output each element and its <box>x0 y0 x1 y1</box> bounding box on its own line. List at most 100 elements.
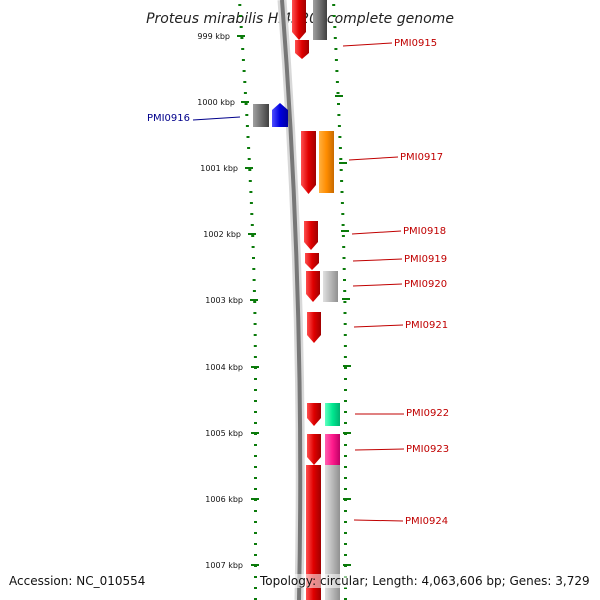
homolog-block[interactable] <box>325 434 340 465</box>
gene-arrow-pmi0921[interactable] <box>307 312 321 343</box>
ruler-dot <box>337 125 341 127</box>
kbp-tick-label: 1002 kbp <box>203 230 241 239</box>
gene-arrow-pmi0918[interactable] <box>304 221 318 250</box>
ruler-dot <box>343 290 347 292</box>
ruler-dot <box>344 532 347 534</box>
ruler-dot <box>254 543 257 545</box>
homolog-block[interactable] <box>325 403 340 426</box>
kbp-tick-label: 999 kbp <box>197 32 230 41</box>
homolog-block[interactable] <box>325 465 340 600</box>
ruler-dot <box>251 246 255 248</box>
ruler-dot <box>251 235 255 237</box>
kbp-tick: 1002 kbp <box>203 230 256 239</box>
kbp-tick-right <box>343 498 351 500</box>
ruler-dot <box>340 202 344 204</box>
ruler-dot <box>253 323 257 325</box>
kbp-tick: 999 kbp <box>197 32 245 41</box>
ruler-dot <box>343 323 347 325</box>
ruler-dot <box>254 576 257 578</box>
kbp-tick-right <box>343 432 351 434</box>
ruler-dot <box>343 279 346 281</box>
kbp-tick: 1005 kbp <box>205 429 259 438</box>
ruler-dot <box>340 180 344 182</box>
kbp-tick-right <box>343 365 351 367</box>
ruler-dot <box>341 235 345 237</box>
ruler-dot <box>344 378 347 380</box>
kbp-tick-label: 1004 kbp <box>205 363 243 372</box>
ruler-dot <box>248 180 252 182</box>
gene-label[interactable]: PMI0918 <box>403 226 446 237</box>
ruler-dot <box>254 455 257 457</box>
gene-label[interactable]: PMI0924 <box>405 516 448 527</box>
ruler-dot <box>344 389 347 391</box>
homolog-block[interactable] <box>253 104 269 127</box>
ruler-dot <box>254 444 257 446</box>
ruler-dot <box>343 301 347 303</box>
gene-arrow-pmi0919[interactable] <box>305 253 319 270</box>
ruler-dot <box>244 103 248 105</box>
kbp-tick-right <box>343 564 351 566</box>
ruler-dot <box>254 422 257 424</box>
ruler-dot <box>341 224 345 226</box>
ruler-dot <box>254 598 257 600</box>
ruler-dot <box>249 202 253 204</box>
homolog-block[interactable] <box>323 271 338 302</box>
gene-arrow-pmi0924[interactable] <box>306 465 321 600</box>
ruler-dot <box>254 466 257 468</box>
homolog-track <box>253 0 340 600</box>
ruler-dot <box>252 290 256 292</box>
ruler-dot <box>341 213 345 215</box>
gene-arrow-pmi0915b[interactable] <box>295 40 309 59</box>
gene-label[interactable]: PMI0922 <box>406 408 449 419</box>
ruler-dot <box>253 301 257 303</box>
ruler-dot <box>247 158 251 160</box>
ruler-dot <box>344 587 347 589</box>
ruler-dots <box>238 4 347 600</box>
gene-arrow-pmi0920[interactable] <box>306 271 320 302</box>
ruler-dot <box>252 257 255 259</box>
gene-arrow-pmi0917[interactable] <box>301 131 316 194</box>
ruler-dot <box>339 169 343 171</box>
homolog-block[interactable] <box>319 131 334 193</box>
ruler-dot <box>249 191 253 193</box>
ruler-dot <box>253 356 257 358</box>
gene-label[interactable]: PMI0919 <box>404 254 447 265</box>
gene-arrow-pmi0923[interactable] <box>307 434 321 465</box>
ruler-dot <box>245 125 249 127</box>
gene-label[interactable]: PMI0916 <box>147 113 190 124</box>
ruler-dot <box>254 389 257 391</box>
ruler-dot <box>243 92 247 94</box>
gene-label[interactable]: PMI0920 <box>404 279 447 290</box>
homolog-block[interactable] <box>313 0 327 40</box>
ruler-dot <box>254 400 257 402</box>
gene-labels: PMI0915 PMI0916 PMI0917 PMI0918 PMI0919 … <box>147 38 449 527</box>
ruler-dot <box>344 488 347 490</box>
ruler-dot <box>254 488 257 490</box>
kbp-tick-label: 1000 kbp <box>197 98 235 107</box>
ruler-dot <box>253 312 257 314</box>
gene-arrow-pmi0916[interactable] <box>272 103 288 127</box>
ruler-dot <box>239 26 243 28</box>
ruler-dot <box>344 411 347 413</box>
gene-arrow-pmi0922[interactable] <box>307 403 321 426</box>
ruler-dot <box>253 345 257 347</box>
gene-label[interactable]: PMI0915 <box>394 38 437 49</box>
gene-label[interactable]: PMI0921 <box>405 320 448 331</box>
gene-label[interactable]: PMI0917 <box>400 152 443 163</box>
ruler-dot <box>338 136 342 138</box>
gene-label[interactable]: PMI0923 <box>406 444 449 455</box>
ruler-dot <box>344 422 347 424</box>
ruler-dot <box>240 37 244 39</box>
ruler-dot <box>344 554 347 556</box>
ruler-dot <box>254 532 257 534</box>
gene-arrow-pmi0915[interactable] <box>292 0 306 40</box>
ruler-dot <box>245 114 249 116</box>
kbp-tick-right <box>339 162 347 164</box>
ruler-dot <box>254 411 257 413</box>
kbp-tick-label: 1001 kbp <box>200 164 238 173</box>
kbp-tick-label: 1007 kbp <box>205 561 243 570</box>
ruler-dot <box>243 81 247 83</box>
ruler-dot <box>246 136 250 138</box>
ruler-dot <box>335 70 339 72</box>
